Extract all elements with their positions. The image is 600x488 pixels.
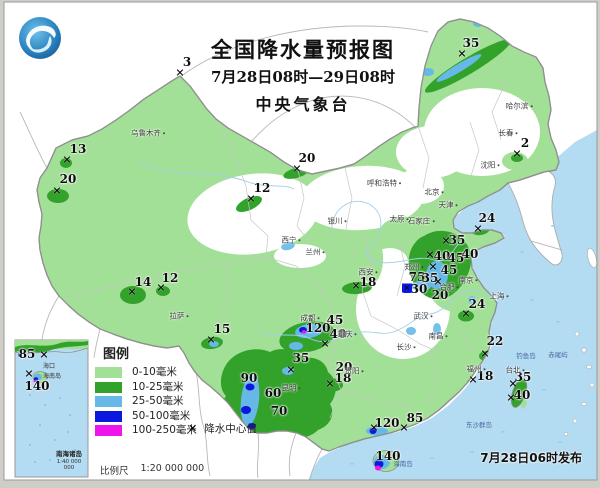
precipitation-patches: [47, 21, 540, 447]
province-borders: [61, 81, 507, 419]
taiwan-island: [510, 378, 528, 409]
hainan-island: [372, 450, 400, 472]
offshore-islands: [563, 247, 597, 437]
foreign-borders: [19, 25, 429, 480]
rivers: [139, 162, 493, 343]
lakes: [281, 241, 476, 335]
south-china-sea-inset: [14, 339, 89, 478]
cma-logo: [19, 17, 61, 59]
korea-border-line: [530, 240, 563, 251]
sea-decoration: [350, 225, 562, 465]
map-neatline: [3, 1, 598, 481]
